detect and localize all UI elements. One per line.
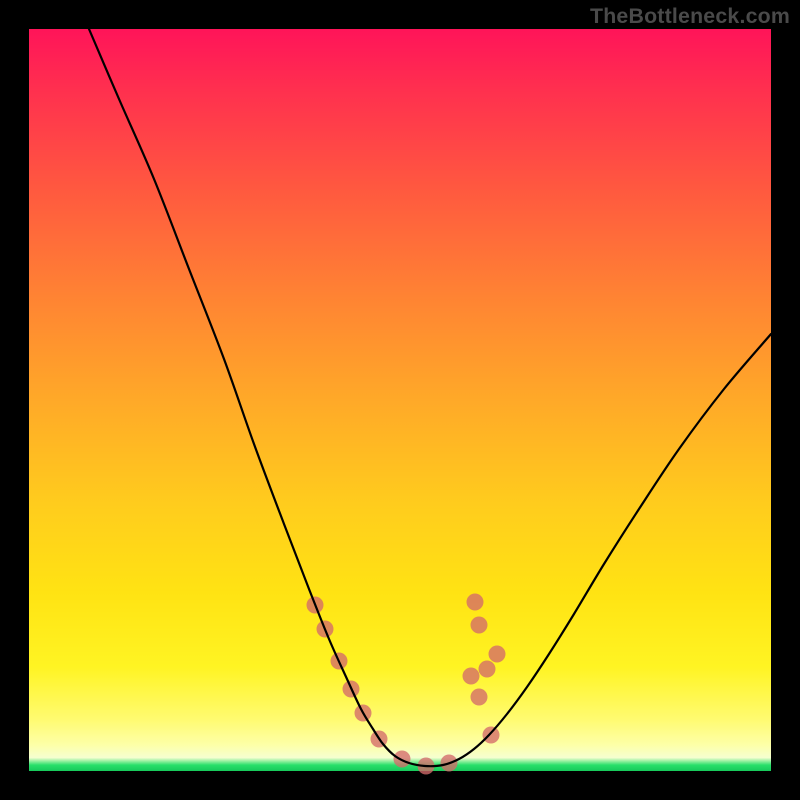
plot-area: [29, 29, 771, 771]
marker-dot: [471, 689, 488, 706]
watermark-text: TheBottleneck.com: [590, 4, 790, 29]
marker-dot: [471, 617, 488, 634]
chart-svg: [29, 29, 771, 771]
marker-dot: [479, 661, 496, 678]
marker-dot: [467, 594, 484, 611]
marker-dot: [463, 668, 480, 685]
bottleneck-curve: [89, 29, 771, 766]
marker-dot: [489, 646, 506, 663]
marker-dot: [483, 727, 500, 744]
chart-frame: TheBottleneck.com: [0, 0, 800, 800]
